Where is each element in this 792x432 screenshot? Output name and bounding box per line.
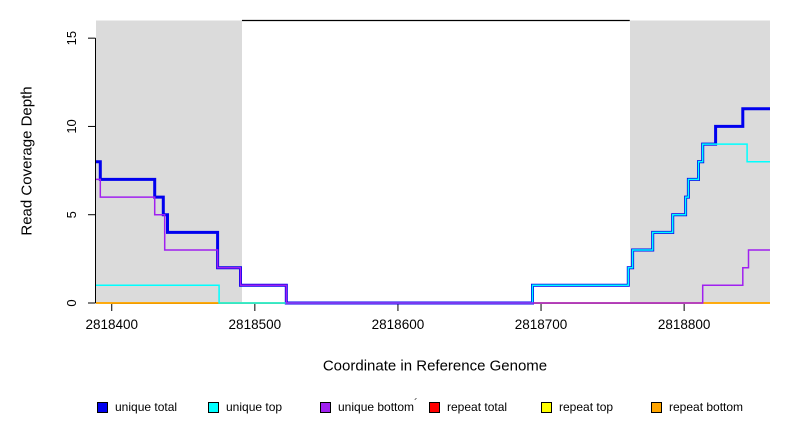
legend-item-unique-top: unique top: [208, 400, 282, 414]
y-tick-label: 15: [64, 31, 79, 45]
legend-item-repeat-total: repeat total: [429, 400, 507, 414]
legend-label: repeat bottom: [669, 400, 744, 414]
series-unique-top: [96, 143, 770, 304]
y-tick-label: 10: [64, 119, 79, 133]
legend-label: unique total: [115, 400, 178, 414]
legend-swatch-unique-top: [208, 401, 219, 413]
legend-label: repeat total: [447, 400, 508, 414]
legend-item-repeat-top: repeat top: [541, 400, 613, 414]
x-tick-label: 2818500: [229, 317, 282, 332]
series-unique-bottom: [96, 178, 770, 304]
legend-item-unique-total: unique total: [97, 400, 177, 414]
x-axis-title: Coordinate in Reference Genome: [322, 357, 548, 375]
legend-swatch-repeat-top: [541, 401, 552, 413]
x-tick-label: 2818800: [658, 317, 711, 332]
legend-item-repeat-bottom: repeat bottom: [651, 400, 743, 414]
legend-label: unique top: [226, 400, 283, 414]
x-tick-label: 2818700: [515, 317, 568, 332]
y-tick-label: 5: [64, 211, 79, 218]
legend-label: repeat top: [559, 400, 614, 414]
legend-label: unique bottom: [338, 400, 415, 414]
legend-swatch-repeat-bottom: [651, 401, 662, 413]
legend-item-unique-bottom: unique bottom: [320, 400, 414, 414]
x-tick-label: 2818600: [372, 317, 425, 332]
legend-swatch-unique-bottom: [320, 401, 331, 413]
legend-swatch-unique-total: [97, 401, 108, 413]
x-tick-label: 2818400: [85, 317, 138, 332]
stray-mark: ´: [414, 396, 418, 410]
y-tick-label: 0: [64, 299, 79, 306]
legend-swatch-repeat-total: [429, 401, 440, 413]
